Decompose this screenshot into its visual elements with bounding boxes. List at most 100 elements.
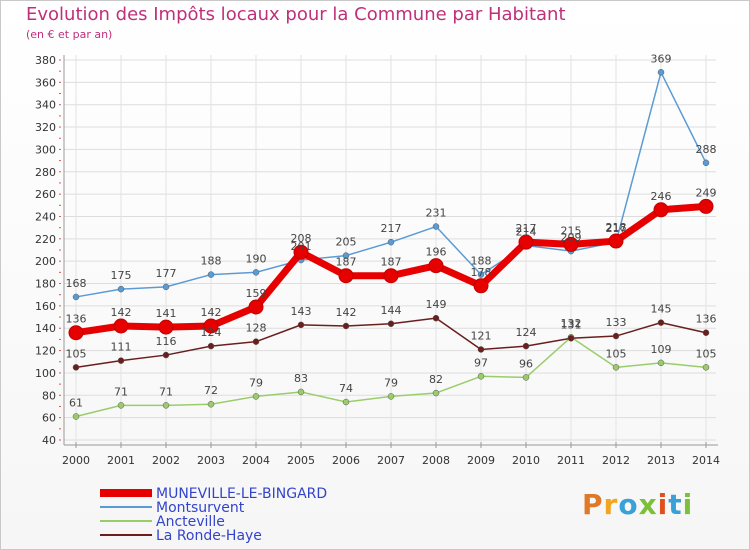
data-label: 79 <box>249 376 263 389</box>
data-point <box>162 402 170 409</box>
data-point <box>207 342 215 350</box>
data-label: 136 <box>66 313 87 326</box>
data-point <box>342 398 350 406</box>
data-point <box>162 283 170 291</box>
data-label: 144 <box>381 304 402 317</box>
data-point <box>68 325 84 341</box>
y-tick-label: 80 <box>42 389 56 402</box>
data-point <box>72 364 80 371</box>
chart-title: Evolution des Impôts locaux pour la Comm… <box>26 4 566 25</box>
data-label: 133 <box>606 316 627 329</box>
data-label: 121 <box>471 329 492 342</box>
data-label: 82 <box>429 373 443 386</box>
data-label: 178 <box>471 266 492 279</box>
data-label: 142 <box>201 306 222 319</box>
x-tick-label: 2006 <box>332 454 360 467</box>
y-tick-label: 180 <box>35 278 56 291</box>
data-point <box>207 400 215 408</box>
x-tick-label: 2003 <box>197 454 225 467</box>
data-point <box>252 269 260 276</box>
y-tick-label: 320 <box>35 121 56 134</box>
data-label: 159 <box>246 287 267 300</box>
data-point <box>252 393 260 400</box>
y-tick-label: 260 <box>35 188 56 201</box>
data-label: 141 <box>156 307 177 320</box>
data-label: 208 <box>291 232 312 245</box>
data-point <box>473 278 489 294</box>
y-tick-label: 240 <box>35 210 56 223</box>
x-tick-label: 2004 <box>242 454 270 467</box>
logo-letter: r <box>603 488 619 521</box>
data-label: 96 <box>519 357 533 370</box>
x-tick-label: 2007 <box>377 454 405 467</box>
y-tick-label: 120 <box>35 345 56 358</box>
data-label: 190 <box>246 252 267 265</box>
data-label: 215 <box>561 224 582 237</box>
data-label: 209 <box>561 231 582 244</box>
data-point <box>117 357 125 364</box>
data-point <box>612 332 620 340</box>
legend-label: Montsurvent <box>156 500 245 516</box>
y-tick-label: 160 <box>35 300 56 313</box>
data-point <box>432 223 440 230</box>
data-label: 246 <box>651 190 672 203</box>
data-point <box>248 299 264 315</box>
data-label: 187 <box>381 256 402 269</box>
data-label: 132 <box>561 317 582 330</box>
data-point <box>428 258 444 274</box>
data-label: 79 <box>384 376 398 389</box>
data-point <box>162 351 170 359</box>
data-label: 177 <box>156 267 177 280</box>
data-point <box>612 364 620 371</box>
data-point <box>387 238 395 246</box>
data-label: 188 <box>471 255 492 268</box>
data-point <box>702 329 710 336</box>
data-point <box>297 388 305 396</box>
data-point <box>252 338 260 345</box>
data-point <box>702 159 710 167</box>
data-point <box>203 318 219 334</box>
data-point <box>432 314 440 322</box>
y-tick-label: 340 <box>35 99 56 112</box>
y-tick-label: 280 <box>35 166 56 179</box>
data-point <box>518 234 534 250</box>
data-label: 105 <box>66 347 87 360</box>
data-label: 71 <box>159 385 173 398</box>
data-label: 105 <box>606 347 627 360</box>
data-label: 217 <box>381 222 402 235</box>
data-label: 143 <box>291 305 312 318</box>
data-point <box>432 389 440 397</box>
x-tick-label: 2001 <box>107 454 135 467</box>
data-point <box>338 268 354 284</box>
x-tick-label: 2000 <box>62 454 90 467</box>
data-point <box>72 293 80 301</box>
y-tick-label: 220 <box>35 233 56 246</box>
data-label: 105 <box>696 347 717 360</box>
legend-label: La Ronde-Haye <box>156 528 262 544</box>
logo-letter: i <box>657 488 669 521</box>
data-label: 109 <box>651 343 672 356</box>
data-label: 124 <box>201 326 222 339</box>
data-point <box>342 252 350 259</box>
y-tick-label: 60 <box>42 412 56 425</box>
data-label: 196 <box>426 246 447 259</box>
chart-subtitle: (en € et par an) <box>26 28 113 41</box>
x-tick-label: 2010 <box>512 454 540 467</box>
y-tick-label: 100 <box>35 367 56 380</box>
data-label: 288 <box>696 143 717 156</box>
y-tick-label: 380 <box>35 54 56 67</box>
data-label: 217 <box>516 222 537 235</box>
data-point <box>293 244 309 260</box>
data-point <box>608 233 624 249</box>
data-point <box>297 321 305 329</box>
y-tick-label: 360 <box>35 76 56 89</box>
y-tick-label: 300 <box>35 143 56 156</box>
data-label: 83 <box>294 372 308 385</box>
logo-letter: o <box>618 488 639 521</box>
data-label: 369 <box>651 52 672 65</box>
data-label: 231 <box>426 207 447 220</box>
data-point <box>477 373 485 380</box>
data-point <box>72 413 80 420</box>
data-label: 205 <box>336 236 357 249</box>
